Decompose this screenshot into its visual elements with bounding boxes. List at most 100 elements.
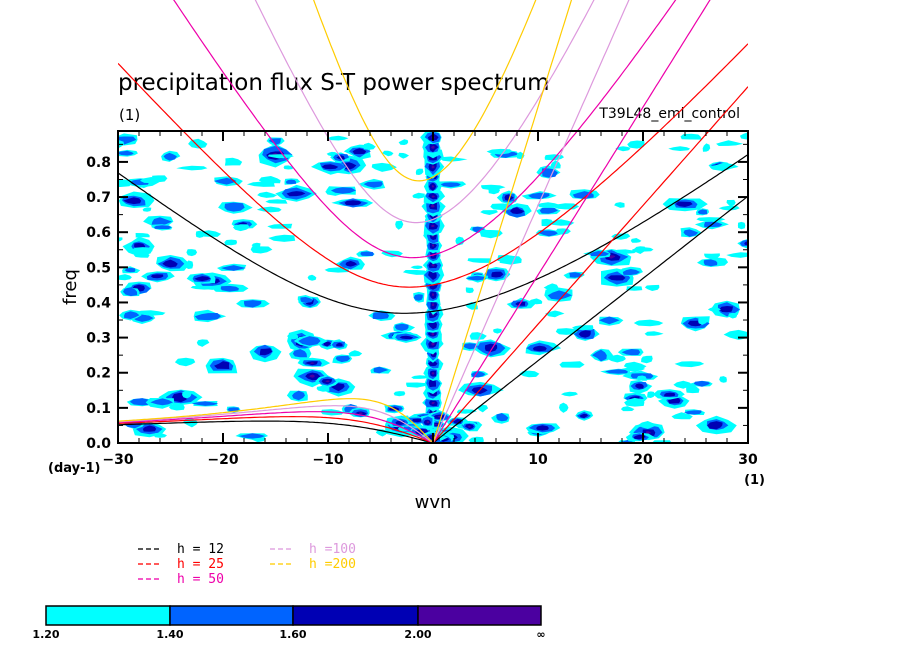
contour-region bbox=[490, 203, 515, 211]
y-axis: 0.0 0.1 0.2 0.3 0.4 0.5 0.6 0.7 0.8 bbox=[86, 143, 748, 452]
contour-region bbox=[220, 285, 239, 292]
contour-region bbox=[133, 252, 150, 258]
contour-region bbox=[555, 328, 578, 335]
contour-region bbox=[118, 179, 132, 187]
contour-region bbox=[702, 143, 711, 152]
contour-region bbox=[466, 275, 486, 281]
inertia-gravity-curve-h50 bbox=[173, 0, 677, 259]
contour-region bbox=[395, 220, 404, 230]
x-tick-label: 10 bbox=[528, 452, 548, 468]
contour-region bbox=[496, 413, 509, 422]
contour-region bbox=[268, 234, 296, 242]
contour-region bbox=[360, 251, 374, 256]
contour-region bbox=[194, 276, 211, 282]
contour-region bbox=[709, 162, 739, 172]
x-tick-label: −30 bbox=[102, 452, 133, 468]
contour-region bbox=[614, 202, 625, 208]
contour-region bbox=[698, 317, 709, 325]
contour-region bbox=[316, 385, 330, 392]
chart-title: precipitation flux S-T power spectrum bbox=[118, 70, 550, 96]
contour-region bbox=[491, 271, 504, 278]
contour-region bbox=[224, 157, 243, 166]
contour-region bbox=[411, 375, 429, 379]
contour-region bbox=[142, 425, 157, 432]
contour-region bbox=[292, 390, 305, 401]
contour-region bbox=[285, 179, 296, 184]
contour-region bbox=[510, 207, 525, 214]
contour-region bbox=[395, 323, 409, 331]
contour-region bbox=[614, 249, 638, 254]
contour-region bbox=[256, 206, 282, 213]
contour-region bbox=[675, 201, 693, 207]
contour-region bbox=[630, 238, 642, 243]
contour-region bbox=[739, 132, 748, 140]
contour-region bbox=[176, 165, 208, 171]
contour-region bbox=[465, 287, 474, 294]
y-tick-label: 0.6 bbox=[86, 225, 111, 241]
contour-region bbox=[726, 199, 736, 207]
contour-region bbox=[292, 349, 307, 358]
contour-region bbox=[151, 217, 173, 226]
contour-region bbox=[345, 260, 358, 267]
inertia-gravity-curve-h25 bbox=[118, 43, 748, 288]
x-tick-label: −20 bbox=[207, 452, 238, 468]
contour-region bbox=[194, 313, 221, 321]
contour-region bbox=[479, 229, 503, 239]
colorbar-label: 1.60 bbox=[279, 628, 306, 641]
inertia-gravity-curve-h200 bbox=[313, 0, 537, 182]
colorbar-swatch bbox=[45, 605, 171, 626]
y-tick-label: 0.7 bbox=[86, 190, 111, 206]
contour-region bbox=[636, 375, 647, 381]
contour-region bbox=[323, 341, 332, 347]
contour-region bbox=[716, 140, 744, 146]
contour-region bbox=[431, 342, 435, 346]
legend-item: h =200 bbox=[270, 557, 356, 572]
contour-region bbox=[412, 418, 425, 423]
x-tick-label: 0 bbox=[428, 452, 438, 468]
kelvin-curve-h25 bbox=[432, 86, 748, 443]
x-tick-label: 20 bbox=[633, 452, 653, 468]
contour-region bbox=[190, 286, 218, 290]
y-axis-label: freq bbox=[60, 269, 81, 305]
contour-region bbox=[559, 361, 585, 368]
contour-region bbox=[431, 185, 435, 188]
contour-region bbox=[539, 207, 558, 214]
contour-region bbox=[644, 331, 664, 336]
contour-region bbox=[430, 224, 435, 227]
rossby-curve-h12 bbox=[118, 420, 434, 443]
kelvin-curve-h200 bbox=[432, 0, 573, 443]
contour-region bbox=[545, 310, 565, 318]
contour-region bbox=[592, 349, 607, 362]
chart-subtitle: (1) bbox=[119, 106, 140, 124]
contour-region bbox=[624, 397, 645, 407]
contour-region bbox=[283, 165, 294, 170]
legend-item: h =100 bbox=[270, 542, 356, 557]
contour-region bbox=[213, 177, 237, 185]
contour-region bbox=[428, 271, 437, 280]
legend-item: h = 12 bbox=[138, 542, 224, 557]
contour-region bbox=[406, 382, 429, 388]
contour-region bbox=[578, 330, 591, 338]
contour-region bbox=[680, 133, 702, 140]
contour-region bbox=[543, 283, 559, 293]
colorbar-label: 1.20 bbox=[32, 628, 59, 641]
contour-region bbox=[544, 154, 564, 161]
contour-region bbox=[123, 197, 142, 205]
contour-region bbox=[382, 150, 394, 157]
contour-region bbox=[265, 199, 288, 204]
contour-region bbox=[632, 247, 654, 252]
contour-region bbox=[250, 246, 273, 254]
contour-region bbox=[153, 433, 167, 438]
contour-region bbox=[224, 202, 245, 212]
colorbar-swatch bbox=[417, 605, 542, 626]
contour-region bbox=[579, 413, 588, 419]
contour-region bbox=[184, 260, 194, 269]
contour-region bbox=[132, 247, 153, 252]
contour-region bbox=[536, 425, 549, 431]
x-tick-label: −10 bbox=[312, 452, 343, 468]
contour-region bbox=[633, 319, 664, 327]
contour-region bbox=[168, 403, 185, 411]
contour-region bbox=[559, 402, 569, 413]
contour-region bbox=[335, 355, 351, 363]
